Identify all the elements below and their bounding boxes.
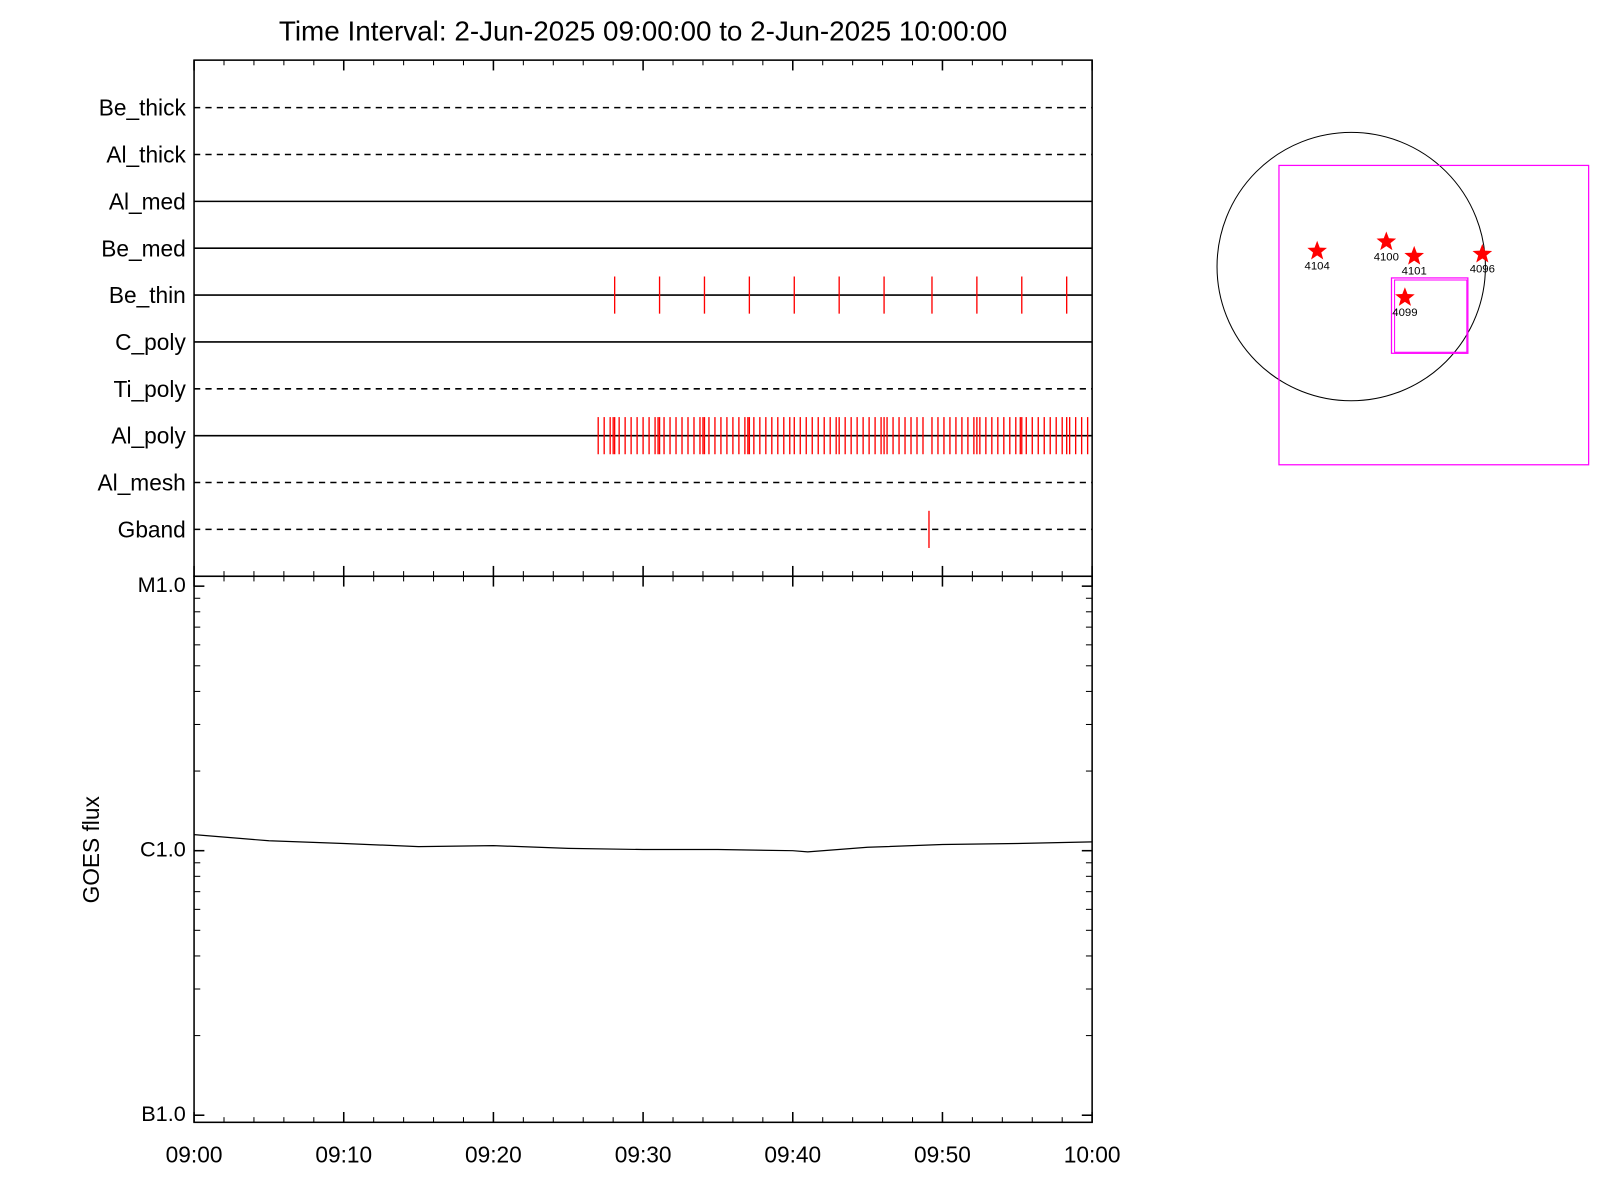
channel-label: Be_thin	[109, 282, 186, 308]
chart-title: Time Interval: 2-Jun-2025 09:00:00 to 2-…	[279, 16, 1007, 47]
channel-label: Ti_poly	[114, 376, 187, 402]
x-tick-label: 09:20	[465, 1141, 522, 1167]
region-label: 4099	[1392, 307, 1417, 319]
fov-box	[1390, 277, 1469, 354]
region-label: 4100	[1374, 251, 1399, 263]
region-marker	[1307, 240, 1327, 260]
x-tick-label: 09:10	[315, 1141, 372, 1167]
region-label: 4096	[1470, 264, 1495, 276]
goes-curve	[194, 834, 1093, 853]
fov-box	[1394, 279, 1468, 353]
y-tick-label: C1.0	[140, 836, 186, 861]
region-marker	[1404, 245, 1424, 265]
x-tick-label: 09:30	[615, 1141, 672, 1167]
channel-label: Be_med	[101, 235, 186, 261]
timeline-frame	[193, 59, 1093, 578]
x-tick-label: 09:00	[166, 1141, 223, 1167]
y-tick-label: B1.0	[141, 1101, 186, 1126]
y-axis-label: GOES flux	[78, 796, 104, 904]
channel-label: C_poly	[115, 329, 186, 355]
fov-box	[1278, 164, 1590, 466]
region-marker	[1376, 231, 1397, 251]
region-label: 4101	[1402, 266, 1427, 278]
region-marker	[1472, 243, 1493, 263]
region-marker	[1395, 287, 1415, 306]
channel-label: Al_poly	[111, 423, 186, 449]
channel-label: Be_thick	[99, 95, 187, 121]
x-tick-label: 10:00	[1064, 1141, 1121, 1167]
x-tick-label: 09:50	[914, 1141, 971, 1167]
channel-label: Gband	[118, 516, 186, 542]
channel-label: Al_mesh	[98, 470, 186, 496]
x-tick-label: 09:40	[764, 1141, 821, 1167]
channel-label: Al_med	[109, 188, 186, 214]
y-tick-label: M1.0	[138, 572, 186, 597]
channel-label: Al_thick	[106, 142, 186, 168]
solar-disk	[1216, 131, 1486, 402]
region-label: 4104	[1305, 261, 1330, 273]
